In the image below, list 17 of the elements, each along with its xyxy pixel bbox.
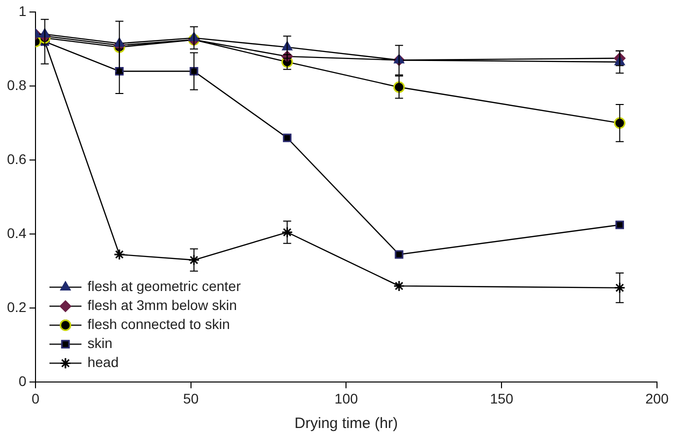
x-tick-label: 150 — [490, 390, 514, 406]
y-tick-label: 0.8 — [6, 76, 27, 93]
x-tick-label: 200 — [645, 390, 669, 406]
x-tick-label: 100 — [334, 390, 358, 406]
x-tick-label: 0 — [32, 390, 40, 406]
y-tick-label: 0 — [18, 373, 27, 390]
y-tick-label: 0.4 — [6, 224, 27, 241]
legend-label: head — [87, 354, 119, 370]
y-tick-label: 1 — [18, 2, 27, 19]
y-tick-label: 0.6 — [6, 150, 27, 167]
legend-label: flesh at 3mm below skin — [87, 297, 237, 314]
legend-label: flesh connected to skin — [87, 316, 230, 332]
x-tick-label: 50 — [183, 390, 199, 406]
y-tick-label: 0.2 — [6, 299, 27, 316]
legend-label: skin — [87, 335, 112, 352]
x-axis-title: Drying time (hr) — [294, 415, 398, 432]
legend-label: flesh at geometric center — [87, 278, 242, 294]
